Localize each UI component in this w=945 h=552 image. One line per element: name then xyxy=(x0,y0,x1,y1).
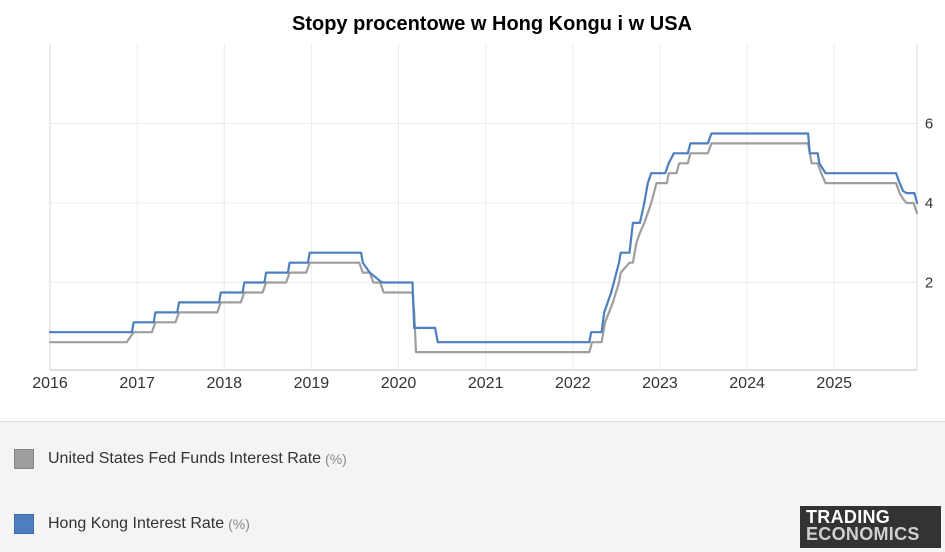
line-chart: Stopy procentowe w Hong Kongu i w USA 20… xyxy=(32,13,933,392)
x-tick-label: 2021 xyxy=(468,375,504,392)
series-line-us-fed-funds xyxy=(48,142,919,354)
legend-label-us: United States Fed Funds Interest Rate xyxy=(48,450,322,467)
legend-unit-hk: (%) xyxy=(228,516,250,532)
x-tick-label: 2016 xyxy=(32,375,68,392)
legend-panel: United States Fed Funds Interest Rate (%… xyxy=(0,421,945,552)
trading-economics-logo[interactable]: TRADING ECONOMICS xyxy=(800,506,941,548)
logo-line-2: ECONOMICS xyxy=(806,524,920,544)
x-axis-ticks: 2016 2017 2018 2019 2020 2021 2022 2023 2024 2025 xyxy=(32,375,852,392)
legend-swatch-us xyxy=(14,449,34,469)
chart-title: Stopy procentowe w Hong Kongu i w USA xyxy=(292,13,692,35)
x-tick-label: 2017 xyxy=(119,375,155,392)
x-tick-label: 2022 xyxy=(555,375,591,392)
x-tick-label: 2019 xyxy=(294,375,330,392)
y-tick-label: 6 xyxy=(925,116,933,133)
x-tick-label: 2025 xyxy=(816,375,852,392)
x-tick-label: 2020 xyxy=(381,375,417,392)
y-tick-label: 2 xyxy=(925,275,933,292)
legend-item-us[interactable]: United States Fed Funds Interest Rate (%… xyxy=(14,448,347,470)
x-tick-label: 2023 xyxy=(642,375,678,392)
legend-unit-us: (%) xyxy=(325,451,347,467)
legend-label-hk: Hong Kong Interest Rate xyxy=(48,515,225,532)
series-layer xyxy=(48,132,919,354)
x-tick-label: 2024 xyxy=(729,375,765,392)
series-line-hong-kong xyxy=(48,132,919,344)
y-tick-label: 4 xyxy=(925,195,933,212)
y-axis-ticks: 2 4 6 xyxy=(925,116,933,292)
legend-swatch-hk xyxy=(14,514,34,534)
grid-lines xyxy=(50,44,917,370)
logo-line-1: TRADING xyxy=(806,507,891,527)
legend-item-hk[interactable]: Hong Kong Interest Rate (%) xyxy=(14,513,250,535)
x-tick-label: 2018 xyxy=(206,375,242,392)
